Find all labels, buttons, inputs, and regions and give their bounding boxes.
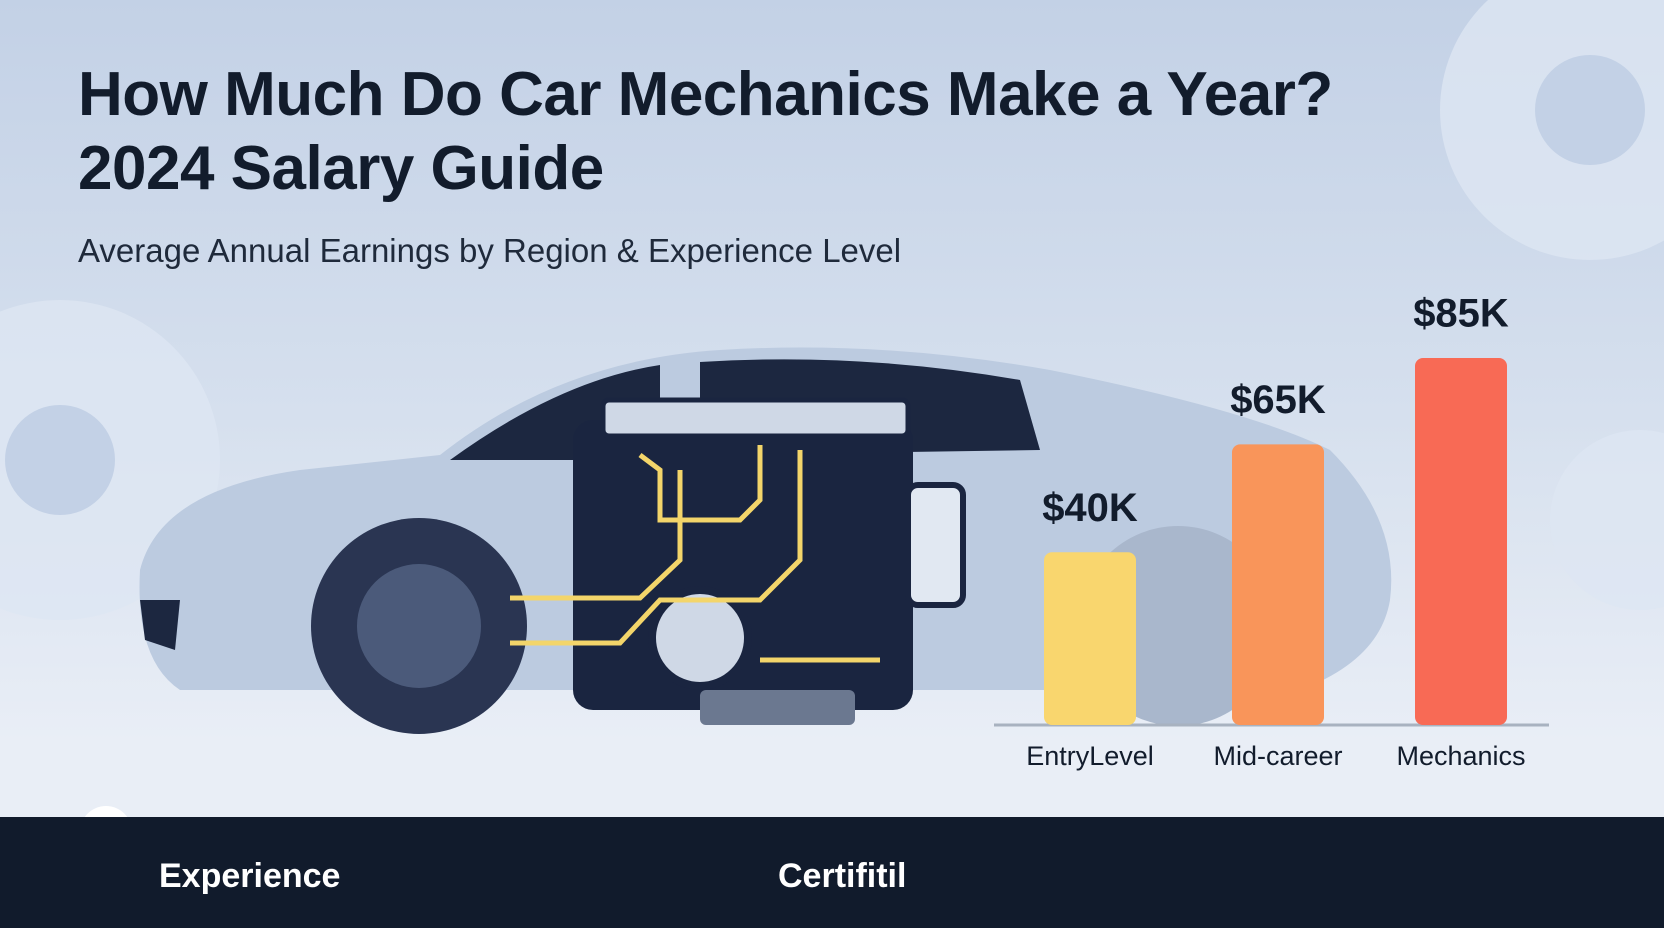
subtitle: Average Annual Earnings by Region & Expe… xyxy=(78,232,902,269)
value-label: $40K xyxy=(1042,486,1138,530)
engine-side xyxy=(905,482,966,608)
engine-base xyxy=(700,690,855,725)
category-label: Mechanics xyxy=(1396,741,1525,771)
category-label: Mid-career xyxy=(1213,741,1342,771)
bar xyxy=(1415,358,1507,725)
bar xyxy=(1044,552,1136,725)
title: How Much Do Car Mechanics Make a Year? 2… xyxy=(78,60,1333,203)
value-label: $65K xyxy=(1230,378,1326,422)
bar-chart: $40K EntryLevel $65K Mid-career $85K Mechanic… xyxy=(1026,292,1525,772)
footer-item: Experience xyxy=(159,857,341,895)
engine-top xyxy=(600,397,911,439)
value-label: $85K xyxy=(1413,292,1509,336)
gear-holes xyxy=(5,55,1645,515)
circuit-lines xyxy=(510,445,880,663)
footer: Experience Certifitil xyxy=(0,817,1664,928)
category-label: EntryLevel xyxy=(1026,741,1154,771)
engine-pulley xyxy=(648,586,752,690)
front-rim xyxy=(357,564,481,688)
bar xyxy=(1232,444,1324,725)
car-light xyxy=(140,600,180,650)
footer-item: Certifitil xyxy=(778,857,907,895)
